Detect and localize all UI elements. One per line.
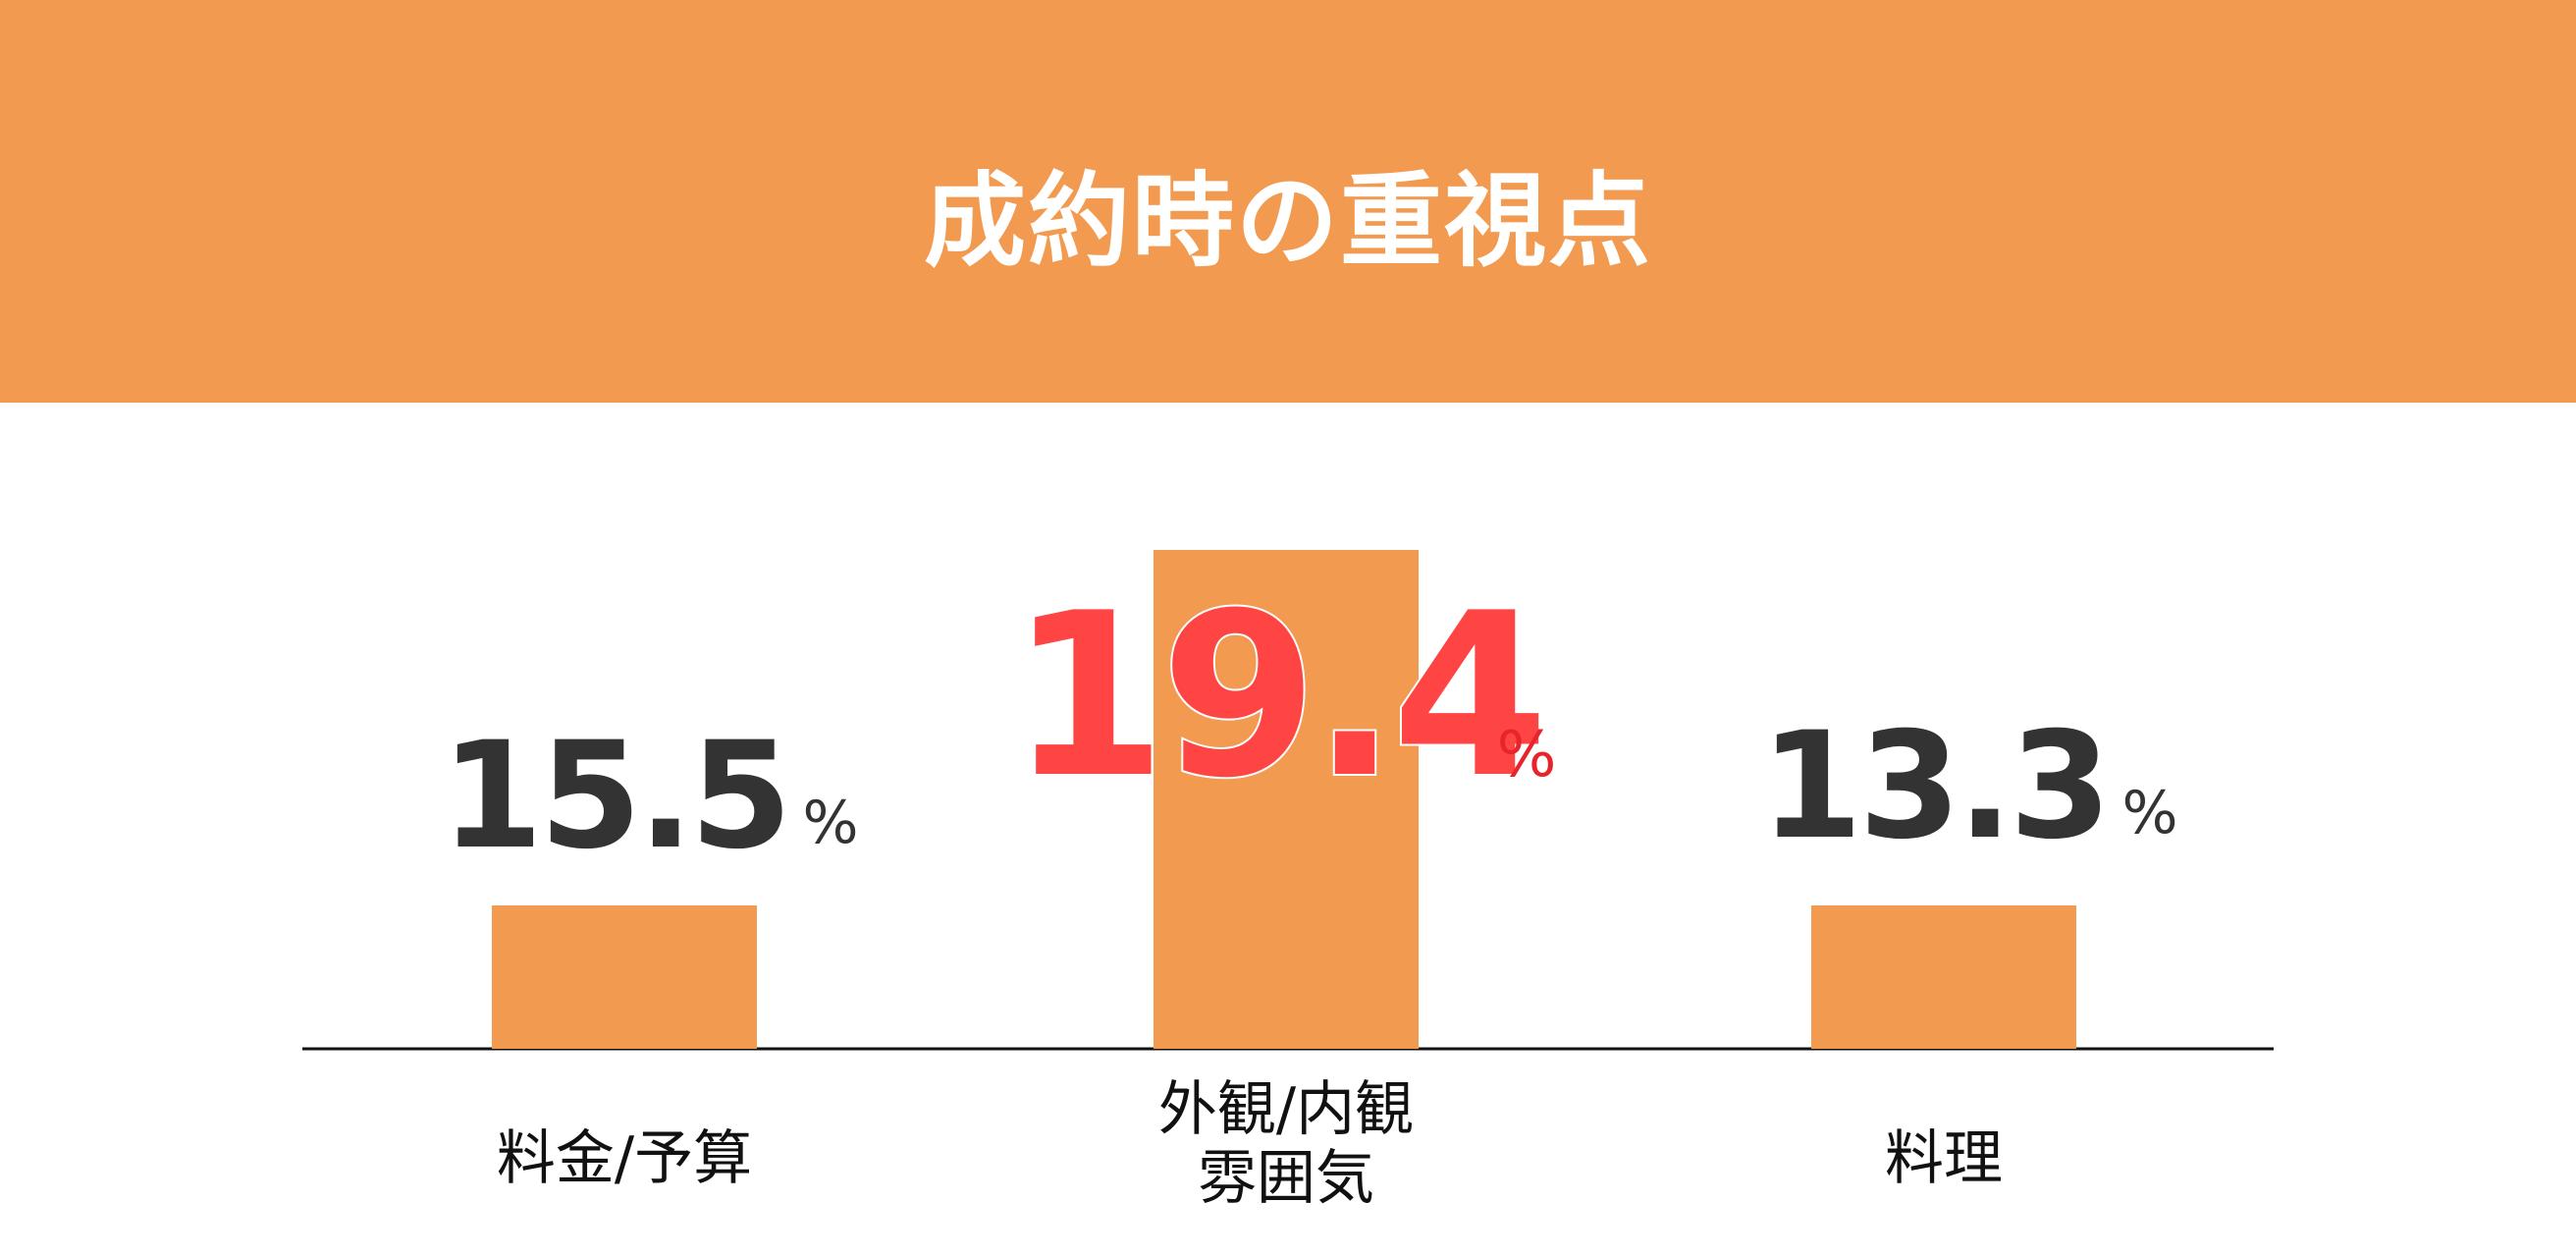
header-banner: 成約時の重視点 bbox=[0, 0, 2576, 403]
bar-3 bbox=[1811, 905, 2076, 1049]
bar-unit-label: % bbox=[2121, 779, 2177, 847]
bar-value-label: 19.4 bbox=[1009, 566, 1542, 828]
category-label: 外観/内観 bbox=[1158, 1075, 1414, 1144]
bar-unit-label: % bbox=[1497, 719, 1557, 792]
bar-1 bbox=[492, 905, 757, 1049]
category-label: 料金/予算 bbox=[497, 1124, 752, 1193]
bar-unit-label: % bbox=[802, 789, 858, 857]
page-title: 成約時の重視点 bbox=[923, 160, 1652, 281]
bar-value-label: 13.3 bbox=[1760, 701, 2108, 872]
category-label: 料理 bbox=[1885, 1124, 2003, 1193]
bar-value-label: 15.5 bbox=[441, 711, 788, 882]
category-label: 雰囲気 bbox=[1198, 1144, 1374, 1213]
bar-2 bbox=[1154, 550, 1419, 1049]
